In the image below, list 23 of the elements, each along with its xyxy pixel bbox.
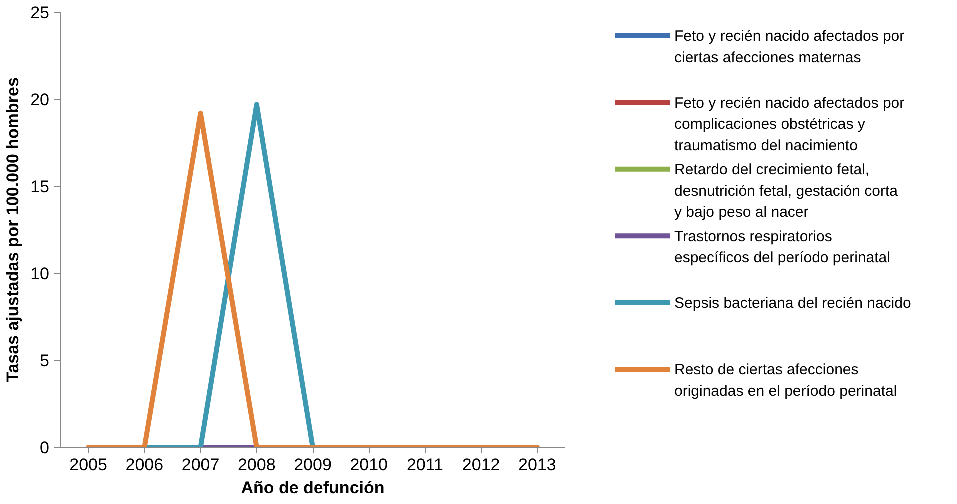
x-tick-label: 2012 — [462, 456, 500, 474]
y-tick-label: 15 — [30, 178, 50, 196]
legend-label: Feto y recién nacido afectados por complicaciones obstétricas y traumatismo del nacimiento — [674, 94, 905, 154]
y-tick-label: 10 — [30, 264, 50, 284]
x-tick-label: 2006 — [126, 456, 164, 474]
x-axis-title: Año de defunción — [241, 478, 385, 498]
y-tick-label: 20 — [30, 90, 50, 110]
x-tick-label: 2008 — [238, 456, 276, 474]
x-tick-label: 2013 — [518, 456, 556, 474]
legend-label: Sepsis bacteriana del recién nacido — [674, 294, 912, 312]
y-tick-label: 0 — [40, 438, 50, 458]
x-tick-label: 2010 — [350, 456, 388, 474]
x-tick-label: 2009 — [294, 456, 332, 474]
x-tick-label: 2011 — [406, 456, 444, 474]
y-tick-label: 25 — [30, 4, 50, 22]
legend-label: Feto y recién nacido afectados por ciertas afecciones maternas — [674, 28, 905, 66]
x-tick-label: 2007 — [182, 456, 220, 474]
y-axis-title: Tasas ajustadas por 100.000 hombres — [4, 78, 23, 382]
legend-label: Resto de ciertas afecciones originadas en el período perinatal — [674, 362, 898, 400]
legend-label: Trastornos respiratorios específicos del período perinatal — [674, 228, 890, 267]
legend-label: Retardo del crecimiento fetal, desnutrición fetal, gestación corta y bajo peso al nacer — [674, 162, 899, 222]
y-tick-label: 5 — [40, 352, 50, 370]
x-tick-label: 2005 — [70, 456, 108, 474]
